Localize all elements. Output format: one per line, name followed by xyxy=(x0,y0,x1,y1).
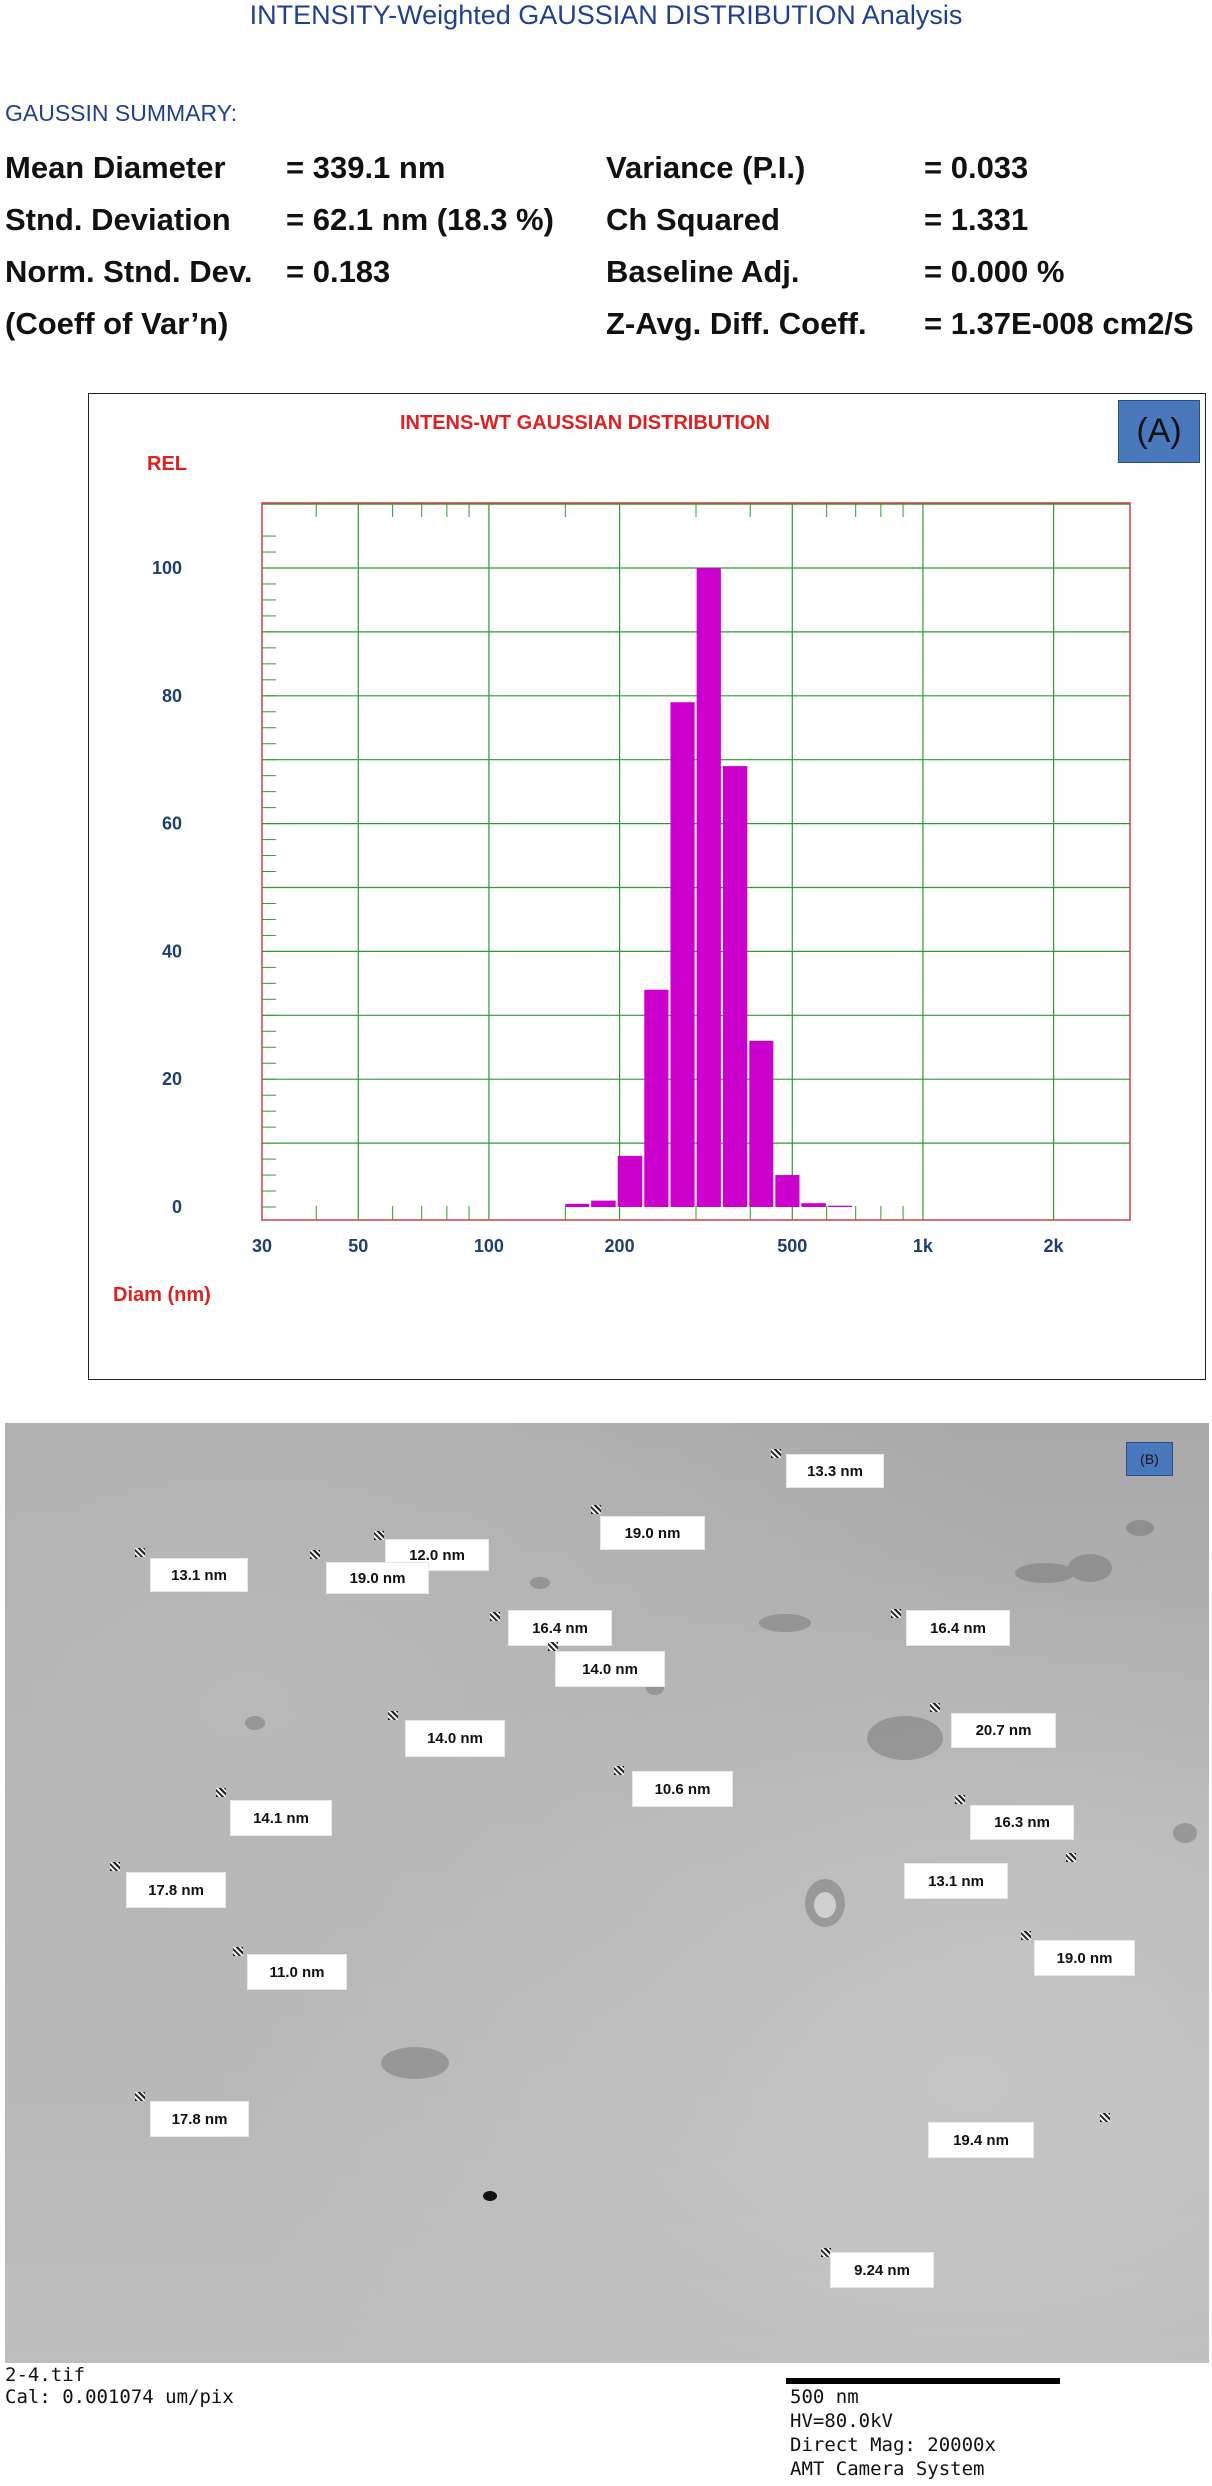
chi-squared-label: Ch Squared xyxy=(606,202,780,237)
particle-marker xyxy=(135,2092,145,2101)
stnd-deviation-label: Stnd. Deviation xyxy=(5,202,231,237)
particle-marker xyxy=(216,1788,226,1797)
tem-size-label: 19.0 nm xyxy=(1034,1940,1135,1976)
tem-size-label: 16.3 nm xyxy=(970,1805,1074,1840)
plot-frame xyxy=(261,502,1131,1221)
baseline-adj-value: = 0.000 % xyxy=(924,254,1065,289)
particle-marker xyxy=(388,1711,398,1720)
particle-marker xyxy=(891,1609,901,1618)
variance-label: Variance (P.I.) xyxy=(606,150,806,185)
x-tick-label: 2k xyxy=(1044,1236,1065,1256)
particle-marker xyxy=(930,1703,940,1712)
z-avg-diff-coeff-label: Z-Avg. Diff. Coeff. xyxy=(606,306,867,341)
particle-marker xyxy=(135,1548,145,1557)
distribution-chart: 0 20 40 60 80 100 30 50 100 200 500 1k 2k INTENS-WT G… xyxy=(113,412,1131,1306)
report-title: INTENSITY-Weighted GAUSSIAN DISTRIBUTION… xyxy=(249,0,963,30)
x-tick-label: 100 xyxy=(474,1236,504,1256)
coeff-of-var-label: (Coeff of Var’n) xyxy=(5,306,229,341)
histogram-bar xyxy=(617,1155,643,1207)
variance-value: = 0.033 xyxy=(924,150,1029,185)
norm-stnd-dev-value: = 0.183 xyxy=(286,254,391,289)
tem-size-label: 17.8 nm xyxy=(150,2101,249,2137)
x-axis-label: Diam (nm) xyxy=(113,1284,211,1306)
particle-marker xyxy=(490,1612,500,1621)
particle-marker xyxy=(310,1550,320,1559)
norm-stnd-dev-label: Norm. Stnd. Dev. xyxy=(5,254,253,289)
magnification-readout: Direct Mag: 20000x xyxy=(790,2434,996,2456)
z-avg-diff-coeff-value: = 1.37E-008 cm2/S xyxy=(924,306,1194,341)
tem-size-label: 16.4 nm xyxy=(906,1610,1010,1646)
chart-title: INTENS-WT GAUSSIAN DISTRIBUTION xyxy=(400,412,770,434)
panel-b-tag: (B) xyxy=(1126,1442,1173,1476)
particle-marker xyxy=(374,1531,384,1540)
histogram-bar xyxy=(722,766,748,1207)
tem-size-label: 19.4 nm xyxy=(928,2122,1034,2158)
particle-marker xyxy=(1066,1853,1076,1862)
tem-size-label: 13.3 nm xyxy=(786,1454,884,1488)
y-tick-label: 0 xyxy=(172,1197,182,1217)
histogram-bar xyxy=(775,1175,800,1207)
summary-heading: GAUSSIN SUMMARY: xyxy=(5,100,238,126)
particle-marker xyxy=(1021,1931,1031,1940)
particle-marker xyxy=(614,1766,624,1775)
histogram-bar xyxy=(696,568,721,1207)
particle-marker xyxy=(955,1795,965,1804)
camera-readout: AMT Camera System xyxy=(790,2458,985,2480)
baseline-adj-label: Baseline Adj. xyxy=(606,254,800,289)
x-tick-label: 50 xyxy=(348,1236,368,1256)
tem-size-label: 14.0 nm xyxy=(405,1720,505,1757)
mean-diameter-label: Mean Diameter xyxy=(5,150,226,185)
tem-size-label: 20.7 nm xyxy=(951,1713,1056,1748)
histogram-bar xyxy=(591,1200,616,1207)
x-tick-label: 1k xyxy=(913,1236,934,1256)
particle-marker xyxy=(1100,2113,1110,2122)
y-axis-label: REL xyxy=(147,453,187,475)
panel-a-tag: (A) xyxy=(1118,400,1200,463)
scale-bar xyxy=(786,2378,1060,2384)
histogram-bar xyxy=(749,1040,774,1207)
histogram-bar xyxy=(670,702,695,1207)
hv-readout: HV=80.0kV xyxy=(790,2410,893,2432)
x-tick-label: 30 xyxy=(252,1236,272,1256)
particle-marker xyxy=(548,1642,558,1651)
x-tick-label: 200 xyxy=(605,1236,635,1256)
tem-size-label: 11.0 nm xyxy=(247,1954,347,1990)
tem-size-label: 14.1 nm xyxy=(230,1800,332,1836)
micrograph-texture xyxy=(245,1520,1197,2201)
tem-size-label: 14.0 nm xyxy=(555,1651,665,1687)
calibration: Cal: 0.001074 um/pix xyxy=(5,2386,234,2408)
y-tick-label: 80 xyxy=(162,686,182,706)
tem-size-label: 19.0 nm xyxy=(326,1562,429,1594)
x-tick-label: 500 xyxy=(777,1236,807,1256)
histogram-bar xyxy=(565,1203,590,1207)
mean-diameter-value: = 339.1 nm xyxy=(286,150,446,185)
tem-size-label: 19.0 nm xyxy=(600,1516,705,1550)
particle-marker xyxy=(771,1449,781,1458)
scale-bar-label: 500 nm xyxy=(790,2386,859,2408)
y-tick-label: 40 xyxy=(162,941,182,961)
particle-marker xyxy=(821,2248,831,2257)
chi-squared-value: = 1.331 xyxy=(924,202,1029,237)
histogram-bar xyxy=(644,989,669,1207)
chart-panel xyxy=(88,393,1206,1380)
tem-size-label: 10.6 nm xyxy=(632,1771,733,1807)
stnd-deviation-value: = 62.1 nm (18.3 %) xyxy=(286,202,554,237)
y-tick-label: 100 xyxy=(152,558,182,578)
y-tick-label: 20 xyxy=(162,1069,182,1089)
tem-size-label: 16.4 nm xyxy=(508,1610,612,1646)
y-tick-label: 60 xyxy=(162,814,182,834)
tem-size-label: 9.24 nm xyxy=(830,2252,934,2288)
tem-size-label: 13.1 nm xyxy=(150,1558,248,1592)
tem-size-label: 13.1 nm xyxy=(904,1863,1008,1899)
tem-size-label: 17.8 nm xyxy=(126,1872,226,1908)
histogram-bar xyxy=(827,1205,853,1207)
particle-marker xyxy=(233,1947,243,1956)
particle-marker xyxy=(591,1505,601,1514)
particle-marker xyxy=(110,1862,120,1871)
file-name: 2-4.tif xyxy=(5,2364,86,2386)
histogram-bar xyxy=(801,1203,826,1207)
